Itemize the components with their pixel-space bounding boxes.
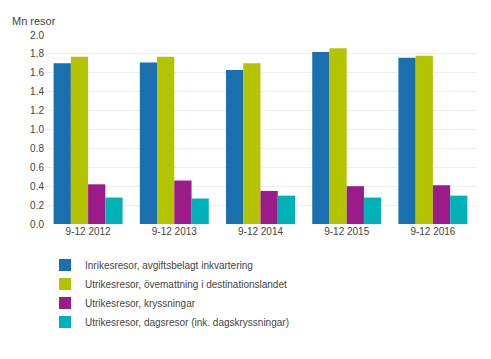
svg-text:0.6: 0.6 [30,162,44,173]
svg-text:9-12 2012: 9-12 2012 [66,226,111,237]
svg-text:Mn resor: Mn resor [12,15,56,27]
svg-text:9-12 2014: 9-12 2014 [238,226,283,237]
svg-text:1.2: 1.2 [30,105,44,116]
svg-text:0.4: 0.4 [30,181,44,192]
svg-text:Utrikesresor, kryssningar: Utrikesresor, kryssningar [85,298,196,309]
svg-text:Utrikesresor, dagsresor (ink.: Utrikesresor, dagsresor (ink. dagskryssn… [85,317,289,328]
svg-text:1.4: 1.4 [30,86,44,97]
svg-text:0.2: 0.2 [30,200,44,211]
svg-text:1.8: 1.8 [30,48,44,59]
svg-text:0.8: 0.8 [30,143,44,154]
svg-text:9-12 2013: 9-12 2013 [152,226,197,237]
svg-text:9-12 2015: 9-12 2015 [324,226,369,237]
svg-text:2.0: 2.0 [30,30,44,41]
svg-text:0.0: 0.0 [30,219,44,230]
svg-text:Inrikesresor, avgiftsbelagt in: Inrikesresor, avgiftsbelagt inkvartering [85,260,253,271]
svg-text:9-12 2016: 9-12 2016 [410,226,455,237]
svg-text:Utrikesresor, övemattning i de: Utrikesresor, övemattning i destinations… [85,279,287,290]
svg-text:1.6: 1.6 [30,67,44,78]
svg-text:1.0: 1.0 [30,124,44,135]
